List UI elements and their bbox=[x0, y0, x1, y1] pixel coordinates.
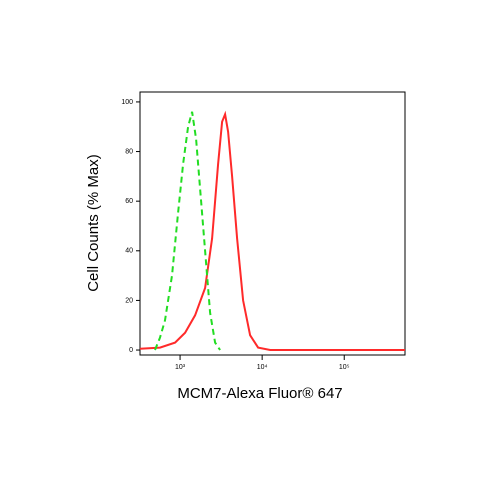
y-tick-label: 0 bbox=[129, 347, 133, 354]
y-tick-label: 60 bbox=[125, 198, 133, 205]
x-axis-label: MCM7-Alexa Fluor® 647 bbox=[177, 385, 342, 402]
series-line bbox=[154, 111, 221, 351]
plot-frame bbox=[139, 91, 406, 356]
y-tick-label: 40 bbox=[125, 248, 133, 255]
series-line bbox=[139, 110, 405, 351]
x-tick-label: 10⁵ bbox=[339, 364, 350, 371]
y-axis-label: Cell Counts (% Max) bbox=[85, 154, 102, 292]
x-tick-label: 10³ bbox=[175, 364, 186, 371]
y-tick-label: 20 bbox=[125, 297, 133, 304]
x-tick-label: 10⁴ bbox=[257, 364, 268, 371]
y-tick-label: 100 bbox=[121, 99, 133, 106]
y-tick-label: 80 bbox=[125, 148, 133, 155]
